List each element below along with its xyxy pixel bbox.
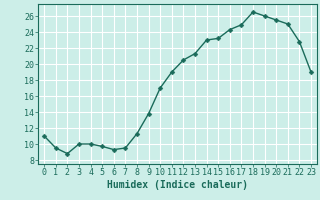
- X-axis label: Humidex (Indice chaleur): Humidex (Indice chaleur): [107, 180, 248, 190]
